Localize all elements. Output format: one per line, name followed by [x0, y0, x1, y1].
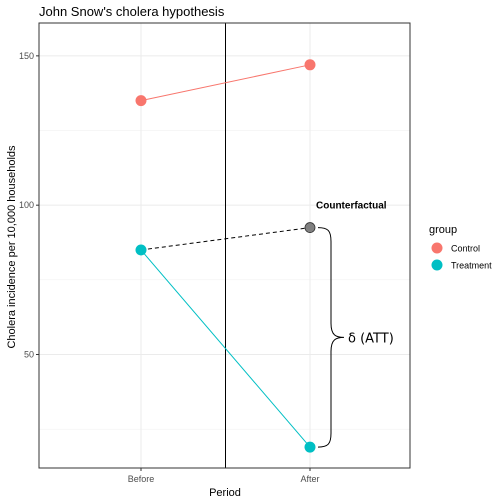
legend-label-treatment: Treatment: [451, 261, 492, 271]
legend-label-control: Control: [451, 244, 480, 254]
data-point-control-before: [135, 95, 147, 107]
x-tick-label: Before: [128, 474, 155, 484]
y-axis-label: Cholera incidence per 10,000 households: [6, 145, 18, 349]
data-point-control-after: [304, 59, 316, 71]
x-axis-ticks: Before After: [128, 468, 320, 484]
plot-area: Counterfactual δ (ATT): [38, 22, 411, 469]
y-tick-label: 100: [19, 200, 34, 210]
y-axis-ticks: 50 100 150: [19, 51, 39, 360]
att-label: δ (ATT): [348, 331, 394, 346]
counterfactual-point: [304, 222, 316, 233]
plot-panel: [39, 23, 410, 468]
x-tick-label: After: [300, 474, 319, 484]
annotation-layer: Counterfactual δ (ATT): [316, 201, 394, 448]
series-layer: [135, 59, 316, 453]
legend-key-treatment: [431, 259, 443, 271]
legend-title: group: [429, 224, 457, 236]
data-point-treatment-after: [304, 441, 316, 453]
counterfactual-label: Counterfactual: [316, 201, 387, 212]
att-brace: [317, 227, 345, 448]
y-tick-label: 50: [24, 350, 34, 360]
chart-title: John Snow's cholera hypothesis: [39, 4, 225, 19]
legend: group Control Treatment: [429, 224, 492, 271]
legend-key-control: [431, 242, 443, 254]
plot-border: [38, 22, 411, 469]
y-tick-label: 150: [19, 51, 34, 61]
series-line-control: [140, 64, 311, 102]
data-point-treatment-before: [135, 244, 147, 256]
counterfactual-line: [140, 227, 311, 251]
series-line-treatment: [140, 249, 311, 448]
x-axis-label: Period: [209, 487, 241, 499]
